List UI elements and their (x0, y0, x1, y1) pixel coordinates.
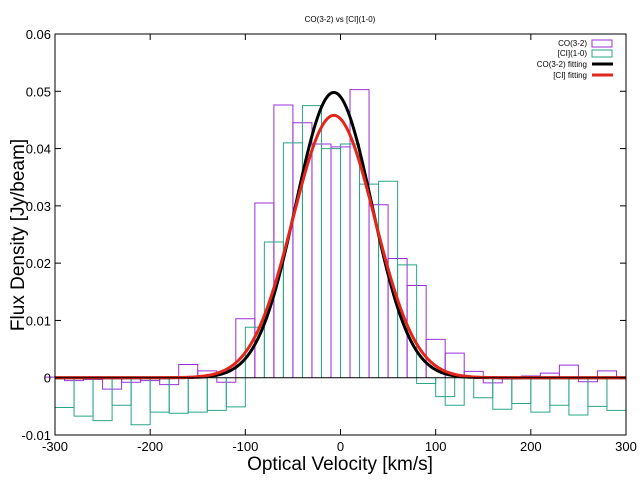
y-axis-label: Flux Density [Jy/beam] (8, 139, 29, 331)
chart-title: CO(3-2) vs [CI](1-0) (305, 15, 376, 24)
legend-swatch-co32 (591, 39, 613, 48)
x-tick-label-5: 200 (520, 439, 542, 454)
series-1-bar-24 (511, 377, 532, 404)
plot-series-layer (44, 89, 627, 426)
legend: CO(3-2) [CI](1-0) CO(3-2) fitting [CI] f… (537, 39, 613, 80)
series-1-bar-27 (568, 377, 589, 416)
axis-ticks: -300 -200 -100 0 100 200 300 -0.01 0 0.01 0.02 0.03… (21, 27, 636, 454)
series-0-bar-27 (558, 364, 579, 378)
y-tick-label-2: 0.01 (26, 313, 51, 328)
x-tick-label-6: 300 (615, 439, 637, 454)
series-1-bar-19 (416, 377, 437, 384)
series-0-bar-21 (444, 352, 465, 378)
series-0-histogram (44, 89, 617, 390)
series-0-bar-29 (596, 370, 617, 378)
legend-label-ci-fit: [CI] fitting (553, 71, 587, 80)
x-axis-label: Optical Velocity [km/s] (247, 454, 433, 475)
series-1-bar-9 (225, 377, 246, 408)
x-tick-label-1: -200 (137, 439, 163, 454)
x-tick-label-0: -300 (42, 439, 68, 454)
series-1-bar-21 (444, 377, 465, 406)
series-1-bar-4 (130, 377, 151, 426)
legend-label-ci10: [CI](1-0) (558, 49, 588, 58)
y-tick-label-7: 0.06 (26, 27, 51, 42)
series-1-bar-1 (73, 377, 94, 417)
legend-swatch-ci10 (591, 49, 613, 58)
series-1-bar-7 (187, 377, 208, 413)
series-1-bar-29 (606, 377, 627, 411)
legend-label-co32-fit: CO(3-2) fitting (537, 60, 587, 69)
series-1-bar-18 (397, 264, 418, 378)
series-1-bar-0 (54, 377, 75, 409)
series-1-bar-26 (549, 377, 570, 406)
y-tick-label-3: 0.02 (26, 256, 51, 271)
y-tick-label-5: 0.04 (26, 142, 51, 157)
y-tick-label-6: 0.05 (26, 84, 51, 99)
series-1-bar-25 (530, 377, 551, 413)
x-tick-label-2: -100 (232, 439, 258, 454)
x-tick-label-3: 0 (337, 439, 344, 454)
y-tick-label-4: 0.03 (26, 199, 51, 214)
y-tick-label-1: 0 (44, 371, 51, 386)
x-tick-label-4: 100 (425, 439, 447, 454)
y-tick-label-0: -0.01 (21, 428, 51, 443)
legend-label-co32: CO(3-2) (558, 39, 587, 48)
